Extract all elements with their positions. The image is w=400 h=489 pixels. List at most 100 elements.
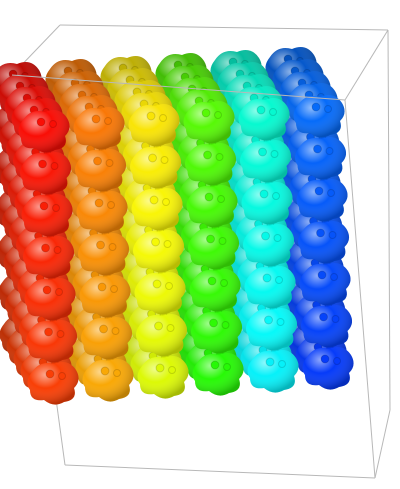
box-edge xyxy=(344,99,376,479)
blob-knob xyxy=(261,231,270,241)
blob-shading xyxy=(294,137,347,180)
blob xyxy=(187,227,240,270)
blob-shading xyxy=(74,149,127,192)
blob-shading xyxy=(73,107,125,150)
blob-shading xyxy=(135,314,188,357)
blob xyxy=(245,308,298,351)
blob-shading xyxy=(131,188,183,231)
blob-knob xyxy=(207,276,217,286)
blob-shading xyxy=(77,233,130,276)
blob-knob xyxy=(273,234,282,242)
blob-knob xyxy=(93,156,102,166)
blob-knob xyxy=(105,159,114,167)
blob-shading xyxy=(299,263,351,306)
box-edge xyxy=(59,24,389,31)
blob xyxy=(302,347,354,390)
blob-knob xyxy=(215,153,224,161)
blob-shading xyxy=(22,236,75,279)
blob-shading xyxy=(189,269,241,312)
blob-knob xyxy=(110,285,118,293)
blob xyxy=(135,314,188,357)
blob-knob xyxy=(91,114,101,124)
blob-knob xyxy=(314,186,324,196)
blob-knob xyxy=(45,369,55,379)
box-edge xyxy=(11,74,346,101)
blob-knob xyxy=(99,324,108,334)
blob xyxy=(183,101,235,144)
blob-knob xyxy=(53,246,62,254)
blob-knob xyxy=(39,201,49,211)
blob-knob xyxy=(203,150,212,160)
box-edge xyxy=(387,29,391,411)
blob-knob xyxy=(258,147,267,157)
blob xyxy=(27,362,79,405)
blob xyxy=(132,230,185,273)
blob xyxy=(137,356,189,399)
blob-shading xyxy=(27,362,79,405)
bounding-box-front xyxy=(11,29,391,479)
blob xyxy=(293,95,345,138)
blob xyxy=(239,140,292,183)
blob-knob xyxy=(113,369,121,377)
blob-grid xyxy=(0,47,354,405)
blob-shading xyxy=(79,275,131,318)
blob-knob xyxy=(44,327,53,337)
blob-shading xyxy=(239,140,292,183)
blob xyxy=(296,179,348,222)
blob-knob xyxy=(278,360,286,368)
blob-shading xyxy=(21,194,73,237)
blob-shading xyxy=(296,179,348,222)
blob xyxy=(247,350,299,393)
blob-knob xyxy=(317,270,327,280)
blob-knob xyxy=(38,159,47,169)
blob-knob xyxy=(331,315,340,323)
blob-shading xyxy=(247,350,299,393)
blob xyxy=(300,305,353,348)
blob-shading xyxy=(297,221,350,264)
blob-shading xyxy=(183,101,235,144)
blob-knob xyxy=(262,273,272,283)
blob-knob xyxy=(217,195,225,203)
blob-knob xyxy=(55,288,63,296)
blob xyxy=(128,104,180,147)
blob-knob xyxy=(327,189,335,197)
blob-shading xyxy=(241,182,293,225)
blob xyxy=(238,98,290,141)
blob-knob xyxy=(155,363,165,373)
blob xyxy=(134,272,186,315)
blob xyxy=(189,269,241,312)
blob-knob xyxy=(100,366,110,376)
blob-knob xyxy=(269,108,277,116)
blob-knob xyxy=(104,117,112,125)
blob-shading xyxy=(82,359,134,402)
blob xyxy=(73,107,125,150)
blob-knob xyxy=(325,147,334,155)
blob-knob xyxy=(320,354,330,364)
blob-shading xyxy=(137,356,189,399)
blob-knob xyxy=(324,105,332,113)
blob xyxy=(299,263,351,306)
blob-knob xyxy=(210,360,220,370)
blob-knob xyxy=(94,198,104,208)
blob-knob xyxy=(56,330,65,338)
blob-shading xyxy=(134,272,186,315)
blob-knob xyxy=(311,102,321,112)
blob-shading xyxy=(184,143,237,186)
blob-shading xyxy=(76,191,128,234)
blob-knob xyxy=(204,192,214,202)
blob-knob xyxy=(52,204,60,212)
blob-knob xyxy=(276,318,285,326)
blob-knob xyxy=(160,156,169,164)
blob-knob xyxy=(41,243,50,253)
blob-shading xyxy=(300,305,353,348)
blob-knob xyxy=(206,234,215,244)
blob xyxy=(184,143,237,186)
blob-shading xyxy=(192,353,244,396)
blob xyxy=(24,278,76,321)
blob-shading xyxy=(24,278,76,321)
blob-knob xyxy=(264,315,273,325)
blob-shading xyxy=(302,347,354,390)
blob-shading xyxy=(19,152,72,195)
